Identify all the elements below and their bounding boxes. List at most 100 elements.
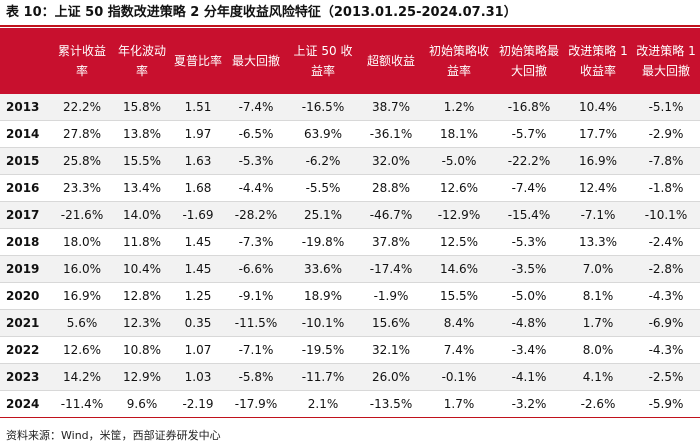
value-cell: -11.7%: [288, 363, 358, 391]
value-cell: 7.0%: [564, 255, 632, 283]
value-cell: 13.3%: [564, 228, 632, 256]
value-cell: -5.1%: [632, 94, 700, 121]
table-row: 2013 22.2% 15.8% 1.51 -7.4% -16.5% 38.7% 1.2% -1…: [0, 94, 700, 121]
value-cell: 28.8%: [358, 174, 424, 202]
year-cell: 2017: [0, 201, 52, 229]
year-cell: 2018: [0, 228, 52, 256]
table-row: 2020 16.9% 12.8% 1.25 -9.1% 18.9% -1.9% 15.5% -5…: [0, 282, 700, 310]
table-title: 表 10：上证 50 指数改进策略 2 分年度收益风险特征（2013.01.25…: [6, 5, 517, 20]
value-cell: -13.5%: [358, 390, 424, 418]
value-cell: -7.3%: [224, 228, 288, 256]
value-cell: -6.2%: [288, 147, 358, 175]
year-cell: 2022: [0, 336, 52, 364]
value-cell: 15.5%: [112, 147, 172, 175]
value-cell: 13.8%: [112, 120, 172, 148]
value-cell: 1.7%: [424, 390, 494, 418]
year-cell: 2013: [0, 94, 52, 121]
value-cell: 7.4%: [424, 336, 494, 364]
value-cell: -17.4%: [358, 255, 424, 283]
value-cell: -2.8%: [632, 255, 700, 283]
value-cell: -7.8%: [632, 147, 700, 175]
value-cell: 33.6%: [288, 255, 358, 283]
value-cell: 14.6%: [424, 255, 494, 283]
year-cell: 2021: [0, 309, 52, 337]
value-cell: -10.1%: [632, 201, 700, 229]
value-cell: -2.4%: [632, 228, 700, 256]
value-cell: -4.8%: [494, 309, 564, 337]
value-cell: -7.1%: [224, 336, 288, 364]
value-cell: 1.63: [172, 147, 224, 175]
returns-risk-table: 累计收益率 年化波动率 夏普比率 最大回撤 上证 50 收益率 超额收益 初始策…: [0, 28, 700, 418]
year-cell: 2019: [0, 255, 52, 283]
value-cell: -5.0%: [494, 282, 564, 310]
value-cell: -4.1%: [494, 363, 564, 391]
value-cell: 37.8%: [358, 228, 424, 256]
header-cell-improved-strategy-return: 改进策略 1 收益率: [564, 28, 632, 94]
value-cell: -12.9%: [424, 201, 494, 229]
value-cell: -5.3%: [224, 147, 288, 175]
value-cell: -7.4%: [224, 94, 288, 121]
value-cell: -5.3%: [494, 228, 564, 256]
value-cell: -16.8%: [494, 94, 564, 121]
year-cell: 2014: [0, 120, 52, 148]
value-cell: -4.3%: [632, 336, 700, 364]
table-row: 2018 18.0% 11.8% 1.45 -7.3% -19.8% 37.8% 12.5% -…: [0, 228, 700, 256]
value-cell: 1.45: [172, 228, 224, 256]
value-cell: 8.0%: [564, 336, 632, 364]
value-cell: 1.07: [172, 336, 224, 364]
table-row: 2022 12.6% 10.8% 1.07 -7.1% -19.5% 32.1% 7.4% -3…: [0, 336, 700, 364]
value-cell: 5.6%: [52, 309, 112, 337]
value-cell: 8.1%: [564, 282, 632, 310]
value-cell: -9.1%: [224, 282, 288, 310]
header-cell-initial-strategy-drawdown: 初始策略最大回撤: [494, 28, 564, 94]
value-cell: 15.6%: [358, 309, 424, 337]
year-cell: 2015: [0, 147, 52, 175]
value-cell: 15.5%: [424, 282, 494, 310]
year-cell: 2020: [0, 282, 52, 310]
header-cell-annualized-volatility: 年化波动率: [112, 28, 172, 94]
value-cell: 22.2%: [52, 94, 112, 121]
value-cell: 13.4%: [112, 174, 172, 202]
value-cell: -5.7%: [494, 120, 564, 148]
value-cell: -7.1%: [564, 201, 632, 229]
value-cell: -21.6%: [52, 201, 112, 229]
year-cell: 2023: [0, 363, 52, 391]
value-cell: 1.45: [172, 255, 224, 283]
value-cell: 17.7%: [564, 120, 632, 148]
header-row: 累计收益率 年化波动率 夏普比率 最大回撤 上证 50 收益率 超额收益 初始策…: [0, 28, 700, 94]
value-cell: -1.69: [172, 201, 224, 229]
value-cell: 4.1%: [564, 363, 632, 391]
table-row: 2024 -11.4% 9.6% -2.19 -17.9% 2.1% -13.5% 1.7% -…: [0, 390, 700, 418]
header-cell-improved-strategy-drawdown: 改进策略 1 最大回撤: [632, 28, 700, 94]
value-cell: -22.2%: [494, 147, 564, 175]
source-note: 资料来源：Wind，米筐，西部证券研发中心: [6, 429, 221, 442]
value-cell: -2.6%: [564, 390, 632, 418]
value-cell: -1.9%: [358, 282, 424, 310]
value-cell: 25.8%: [52, 147, 112, 175]
value-cell: 8.4%: [424, 309, 494, 337]
value-cell: 12.8%: [112, 282, 172, 310]
header-cell-cumulative-return: 累计收益率: [52, 28, 112, 94]
value-cell: -46.7%: [358, 201, 424, 229]
year-cell: 2016: [0, 174, 52, 202]
table-row: 2017 -21.6% 14.0% -1.69 -28.2% 25.1% -46.7% -12…: [0, 201, 700, 229]
value-cell: 18.9%: [288, 282, 358, 310]
value-cell: -17.9%: [224, 390, 288, 418]
value-cell: 2.1%: [288, 390, 358, 418]
value-cell: 10.8%: [112, 336, 172, 364]
value-cell: -2.9%: [632, 120, 700, 148]
value-cell: -19.8%: [288, 228, 358, 256]
value-cell: 1.51: [172, 94, 224, 121]
value-cell: 26.0%: [358, 363, 424, 391]
header-cell-sse50-return: 上证 50 收益率: [288, 28, 358, 94]
value-cell: 12.4%: [564, 174, 632, 202]
value-cell: 12.3%: [112, 309, 172, 337]
value-cell: -7.4%: [494, 174, 564, 202]
table-row: 2021 5.6% 12.3% 0.35 -11.5% -10.1% 15.6% 8.4% -4…: [0, 309, 700, 337]
value-cell: -1.8%: [632, 174, 700, 202]
header-cell-sharpe-ratio: 夏普比率: [172, 28, 224, 94]
value-cell: -19.5%: [288, 336, 358, 364]
value-cell: 12.6%: [424, 174, 494, 202]
value-cell: 63.9%: [288, 120, 358, 148]
value-cell: -3.4%: [494, 336, 564, 364]
